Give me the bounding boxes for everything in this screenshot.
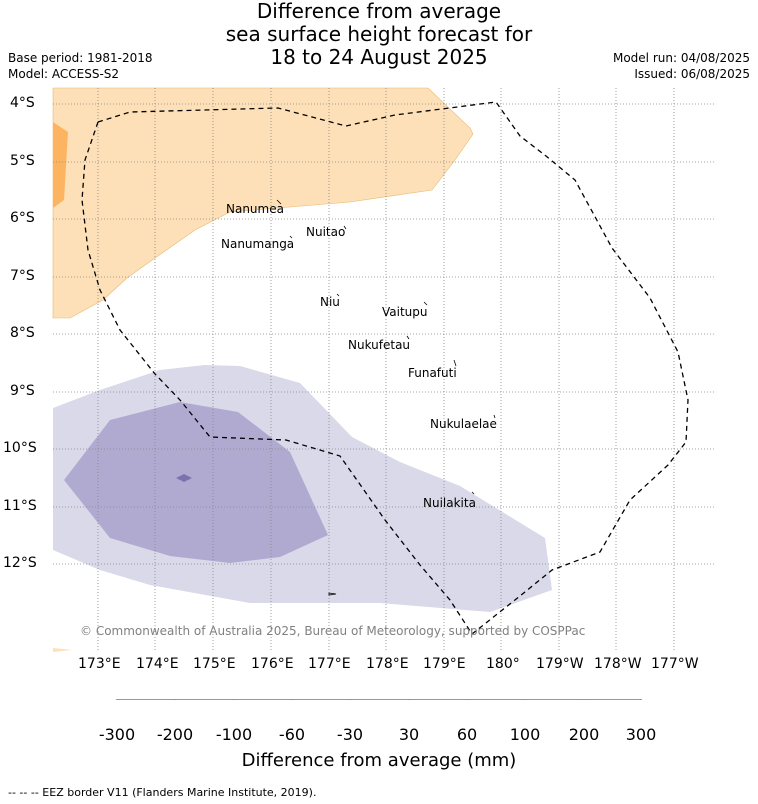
issued-date: Issued: 06/08/2025 (634, 67, 750, 81)
place-label-nukulaelae: Nukulaelae (430, 417, 497, 431)
lon-label: 179°E (423, 656, 466, 672)
lat-label: 12°S (3, 555, 37, 571)
title-line-1: Difference from average (256, 0, 502, 23)
negative-100-200-spot (176, 474, 192, 482)
colorbar-tick: -300 (98, 725, 136, 744)
map-canvas (52, 87, 714, 700)
lat-label: 9°S (10, 383, 35, 399)
eez-footnote: -- -- -- EEZ border V11 (Flanders Marine… (8, 786, 317, 799)
colorbar-tick: -100 (215, 725, 253, 744)
island-nuilakita (471, 491, 475, 495)
model-run: Model run: 04/08/2025 (612, 51, 750, 65)
meta-left: Base period: 1981-2018 Model: ACCESS-S2 (8, 50, 153, 82)
negative-60-100-region (64, 402, 328, 563)
lon-label: 177°W (651, 656, 699, 672)
place-label-funafuti: Funafuti (408, 366, 457, 380)
colorbar-tick: 30 (398, 725, 420, 744)
lon-label: 175°E (193, 656, 236, 672)
island-nanumea (276, 199, 282, 205)
lat-label: 4°S (10, 95, 35, 111)
positive-30-60-sliver (53, 648, 72, 652)
title-line-3: 18 to 24 August 2025 (270, 45, 488, 69)
lat-gridlines (53, 103, 714, 565)
place-label-niu: Niu (320, 295, 340, 309)
base-period: Base period: 1981-2018 (8, 51, 153, 65)
lon-label: 180° (486, 656, 520, 672)
island-funafuti (453, 359, 457, 367)
lat-label: 8°S (10, 325, 35, 341)
place-label-nukufetau: Nukufetau (348, 338, 411, 352)
place-label-vaitupu: Vaitupu (382, 305, 428, 319)
lat-label: 5°S (10, 153, 35, 169)
lat-label: 11°S (3, 498, 37, 514)
lon-label: 178°W (594, 656, 642, 672)
lon-label: 176°E (251, 656, 294, 672)
island-nanumanga (289, 235, 293, 239)
colorbar-tick: -200 (156, 725, 194, 744)
title-line-2: sea surface height forecast for (225, 22, 533, 46)
lon-label: 177°E (308, 656, 351, 672)
place-label-nanumanga: Nanumanga (221, 237, 295, 251)
lat-label: 7°S (10, 268, 35, 284)
lon-label: 174°E (136, 656, 179, 672)
model-name: Model: ACCESS-S2 (8, 67, 120, 81)
colorbar-tick: 60 (456, 725, 478, 744)
lon-label: 178°E (366, 656, 409, 672)
colorbar-label: Difference from average (mm) (241, 750, 517, 771)
island-niu (336, 293, 340, 297)
positive-30-60-region (52, 87, 474, 319)
place-label-nuilakita: Nuilakita (423, 496, 476, 510)
meta-right: Model run: 04/08/2025 Issued: 06/08/2025 (613, 50, 750, 82)
island-unnamed (328, 592, 337, 596)
lon-label: 173°E (78, 656, 121, 672)
island-vaitupu (423, 301, 428, 306)
island-nukulaelae (493, 414, 496, 419)
island-nukufetau (406, 335, 410, 340)
copyright-notice: © Commonwealth of Australia 2025, Bureau… (80, 624, 586, 638)
island-nuitao (343, 225, 347, 230)
positive-60-100-region (53, 122, 68, 208)
chart-title: Difference from average sea surface heig… (0, 0, 758, 69)
colorbar-tick: -60 (278, 725, 306, 744)
place-label-nuitao: Nuitao (306, 225, 346, 239)
eez-border (81, 101, 689, 635)
lat-label: 10°S (3, 440, 37, 456)
islands (276, 199, 496, 596)
colorbar-tick: 300 (625, 725, 657, 744)
anomaly-shading (52, 87, 552, 652)
place-label-nanumea: Nanumea (226, 202, 284, 216)
lon-gridlines (97, 88, 675, 650)
lon-label: 179°W (536, 656, 584, 672)
lat-label: 6°S (10, 210, 35, 226)
colorbar-tick: 100 (509, 725, 541, 744)
colorbar-tick: -30 (336, 725, 364, 744)
colorbar-tick: 200 (568, 725, 600, 744)
